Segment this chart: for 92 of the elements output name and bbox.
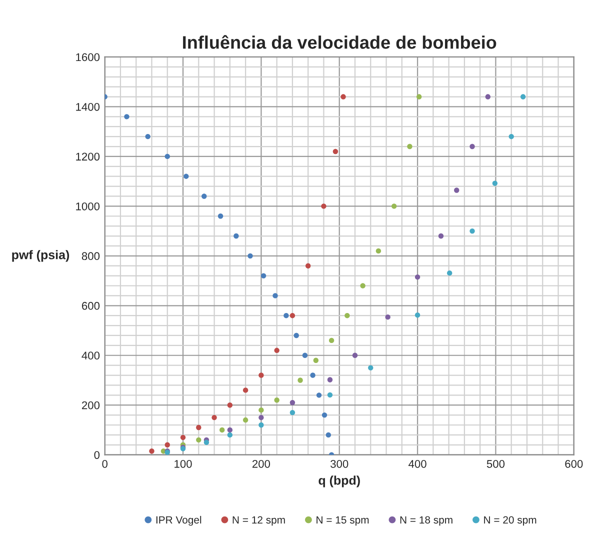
point	[258, 407, 264, 413]
point	[290, 410, 296, 416]
y-tick-label: 1600	[76, 53, 100, 62]
y-tick-label: 600	[82, 302, 100, 310]
point	[360, 283, 366, 288]
point	[242, 417, 248, 423]
point	[322, 412, 328, 418]
x-tick-label: 500	[486, 460, 505, 468]
point	[164, 442, 170, 448]
point	[520, 94, 526, 100]
point	[260, 273, 266, 278]
point	[485, 94, 490, 100]
point	[438, 233, 444, 239]
legend-label: N = 12 spm	[232, 516, 285, 526]
x-axis-title: q (bpd)	[318, 476, 360, 488]
point	[202, 194, 207, 199]
point	[234, 233, 239, 239]
y-tick-label: 800	[82, 252, 100, 260]
y-tick-label: 200	[82, 401, 100, 410]
point	[321, 204, 326, 209]
x-tick-label: 600	[565, 460, 583, 468]
point	[310, 372, 316, 378]
point	[272, 293, 278, 298]
point	[340, 94, 346, 100]
point	[344, 312, 350, 318]
y-tick-label: 1400	[76, 102, 100, 111]
x-tick-label: 400	[408, 460, 426, 468]
point	[508, 134, 514, 140]
point	[454, 188, 460, 193]
point	[258, 372, 264, 378]
x-tick-label: 0	[102, 460, 108, 468]
y-tick-label: 1000	[76, 202, 100, 210]
point	[352, 352, 358, 358]
x-tick-label: 300	[330, 460, 348, 468]
point	[220, 427, 225, 433]
point	[416, 94, 422, 100]
point	[470, 144, 475, 150]
x-tick-label: 200	[252, 460, 270, 468]
point	[302, 352, 308, 358]
point	[332, 148, 338, 154]
point	[368, 365, 374, 370]
point	[316, 392, 322, 398]
point	[274, 348, 280, 354]
x-tick-label: 100	[174, 460, 192, 468]
y-tick-label: 400	[82, 352, 100, 360]
point	[294, 332, 299, 338]
point	[227, 402, 233, 408]
point	[184, 174, 189, 179]
point	[180, 434, 186, 440]
point	[328, 338, 334, 344]
point	[242, 388, 248, 393]
point	[391, 204, 397, 209]
point	[313, 358, 319, 363]
y-tick-label: 1200	[76, 152, 100, 161]
point	[326, 432, 332, 438]
point	[248, 253, 253, 259]
legend-label: N = 18 spm	[400, 516, 452, 526]
point	[164, 154, 170, 160]
point	[284, 312, 289, 318]
point	[290, 400, 296, 406]
point	[227, 427, 233, 433]
point	[414, 274, 420, 280]
point	[470, 228, 475, 234]
chart-title: Influência da velocidade de bombeio	[183, 35, 496, 49]
point	[258, 422, 264, 428]
point	[492, 180, 498, 186]
point	[376, 248, 382, 254]
point	[274, 398, 280, 403]
point	[149, 448, 154, 454]
point	[218, 214, 224, 219]
point	[414, 312, 420, 318]
point	[145, 134, 150, 140]
point	[305, 263, 311, 268]
point	[258, 414, 264, 420]
point	[446, 270, 452, 276]
point	[385, 314, 390, 320]
point	[327, 392, 333, 398]
y-tick-label: 0	[94, 451, 100, 459]
point	[204, 440, 210, 446]
y-axis-title: pwf (psia)	[12, 250, 70, 262]
point	[227, 432, 233, 438]
legend-label: N = 20 spm	[484, 516, 536, 526]
legend-label: IPR Vogel	[156, 516, 202, 526]
point	[298, 378, 303, 383]
point	[290, 312, 296, 318]
legend-label: N = 15 spm	[316, 516, 369, 526]
point	[212, 414, 217, 420]
point	[407, 144, 412, 150]
point	[196, 437, 202, 443]
point	[124, 114, 130, 120]
point	[196, 424, 202, 430]
point	[327, 377, 333, 382]
